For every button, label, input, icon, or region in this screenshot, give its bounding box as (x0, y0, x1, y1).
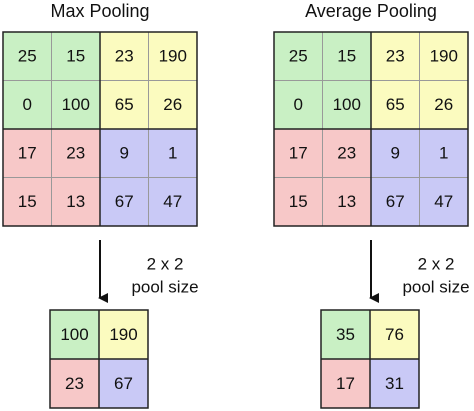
cell (51, 128, 101, 178)
cell-value: 65 (115, 95, 134, 114)
cell-value: 190 (109, 325, 137, 344)
cell-value: 9 (391, 144, 400, 163)
panel-title: Max Pooling (50, 1, 149, 21)
cell-value: 25 (289, 47, 308, 66)
cell-value: 23 (386, 47, 405, 66)
cell-value: 13 (66, 192, 85, 211)
cell (273, 80, 323, 130)
cell (98, 309, 149, 360)
cell-value: 9 (120, 144, 129, 163)
cell-value: 25 (18, 47, 37, 66)
cell-value: 23 (337, 144, 356, 163)
cell-value: 13 (337, 192, 356, 211)
pool-label: pool size (402, 277, 469, 296)
cell-value: 17 (289, 144, 308, 163)
panel-title: Average Pooling (305, 1, 437, 21)
cell-value: 17 (18, 144, 37, 163)
cell-value: 100 (62, 95, 90, 114)
cell (51, 80, 101, 130)
cell-value: 26 (163, 95, 182, 114)
cell-value: 15 (18, 192, 37, 211)
pool-label: pool size (131, 277, 198, 296)
cell-value: 190 (159, 47, 187, 66)
cell (98, 358, 149, 409)
cell-value: 100 (333, 95, 361, 114)
cell-value: 67 (386, 192, 405, 211)
cell-value: 67 (114, 374, 133, 393)
cell (419, 177, 469, 227)
cell-value: 15 (66, 47, 85, 66)
cell-value: 23 (115, 47, 134, 66)
cell-value: 15 (289, 192, 308, 211)
cell-value: 47 (163, 192, 182, 211)
cell-value: 0 (23, 95, 32, 114)
cell-value: 190 (430, 47, 458, 66)
cell-value: 100 (60, 325, 88, 344)
cell (322, 177, 372, 227)
cell-value: 23 (66, 144, 85, 163)
cell-value: 47 (434, 192, 453, 211)
cell (320, 309, 371, 360)
cell-value: 35 (336, 325, 355, 344)
cell-value: 15 (337, 47, 356, 66)
cell-value: 0 (294, 95, 303, 114)
cell-value: 1 (168, 144, 177, 163)
cell-value: 23 (65, 374, 84, 393)
cell (148, 80, 198, 130)
cell (148, 128, 198, 178)
cell (49, 358, 100, 409)
cell-value: 31 (385, 374, 404, 393)
cell (2, 31, 52, 81)
cell-value: 1 (439, 144, 448, 163)
cell (148, 177, 198, 227)
cell (51, 31, 101, 81)
cell-value: 67 (115, 192, 134, 211)
cell-value: 26 (434, 95, 453, 114)
cell (419, 80, 469, 130)
cell-value: 76 (385, 325, 404, 344)
cell-value: 65 (386, 95, 405, 114)
pool-label: 2 x 2 (147, 254, 184, 273)
cell (370, 31, 420, 81)
pool-label: 2 x 2 (418, 254, 455, 273)
cell-value: 17 (336, 374, 355, 393)
cell (51, 177, 101, 227)
